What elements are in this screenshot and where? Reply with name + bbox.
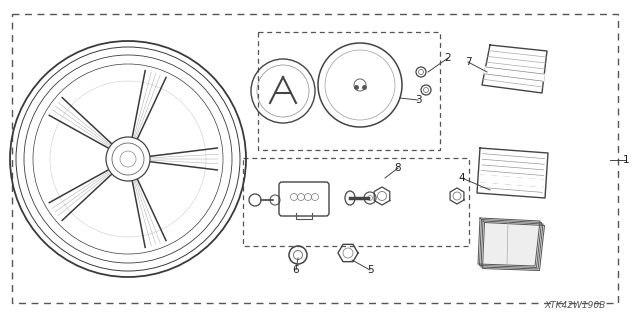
Text: 2: 2: [445, 53, 451, 63]
Text: 8: 8: [395, 163, 401, 173]
Text: 4: 4: [459, 173, 465, 183]
Polygon shape: [483, 222, 545, 271]
Polygon shape: [478, 218, 540, 266]
Polygon shape: [484, 67, 544, 81]
Text: 5: 5: [367, 265, 373, 275]
Text: 6: 6: [292, 265, 300, 275]
Polygon shape: [481, 221, 543, 269]
Polygon shape: [479, 219, 541, 268]
Polygon shape: [481, 175, 543, 187]
Bar: [258, 32, 440, 150]
Text: 3: 3: [415, 95, 421, 105]
Text: 1: 1: [623, 155, 629, 165]
Text: XTK42W190B: XTK42W190B: [545, 300, 605, 309]
Bar: [243, 158, 469, 246]
Text: 7: 7: [465, 57, 471, 67]
